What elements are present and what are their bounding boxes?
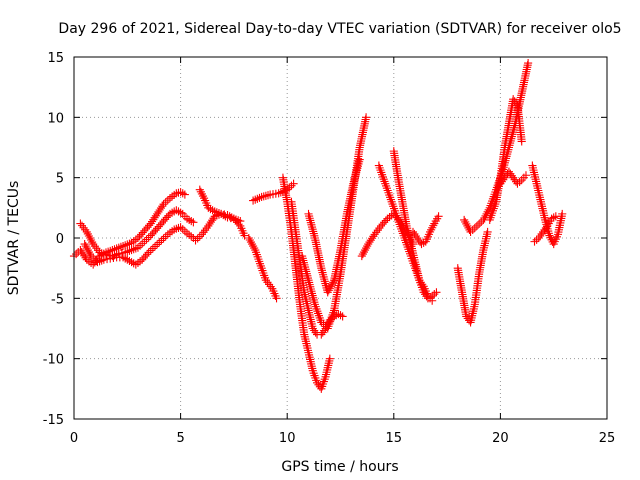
data-point	[289, 179, 298, 188]
data-point	[102, 255, 112, 264]
x-tick-label: 5	[176, 431, 184, 446]
data-point	[362, 113, 371, 122]
data-point	[109, 253, 118, 262]
x-tick-label: 0	[70, 431, 78, 446]
y-tick-label: -15	[43, 413, 64, 428]
data-point	[428, 296, 437, 305]
series-track-b	[76, 206, 198, 261]
data-point	[483, 227, 492, 237]
data-point	[180, 190, 189, 199]
data-point	[521, 171, 531, 180]
plot-frame	[73, 56, 608, 420]
data-point	[517, 137, 526, 146]
data-point	[189, 218, 198, 227]
data-point	[338, 312, 347, 321]
data-point	[99, 255, 108, 264]
series-track-c	[80, 223, 198, 269]
y-tick-label: 15	[47, 51, 64, 66]
y-tick-label: -10	[43, 353, 64, 368]
data-point	[272, 294, 281, 303]
x-axis-title: GPS time / hours	[281, 459, 398, 475]
x-tick-label: 20	[492, 431, 509, 446]
data-point	[117, 249, 127, 258]
data-point	[106, 254, 115, 263]
y-tick-label: -5	[51, 292, 64, 307]
y-axis-title: SDTVAR / TECUs	[6, 181, 22, 296]
series-track-u	[530, 212, 560, 246]
data-point	[226, 214, 235, 223]
data-marks	[69, 58, 567, 393]
series-track-e	[195, 185, 245, 226]
series-track-g	[244, 233, 281, 303]
data-point	[432, 288, 441, 297]
series-track-r	[485, 95, 526, 224]
y-tick-label: 5	[56, 172, 64, 187]
series-track-h	[278, 173, 334, 393]
series-track-o	[408, 212, 443, 249]
data-point	[236, 217, 245, 226]
chart-title: Day 296 of 2021, Sidereal Day-to-day VTE…	[58, 21, 621, 37]
data-point	[101, 250, 111, 259]
series-track-s	[496, 167, 531, 188]
series-track-n	[389, 147, 437, 305]
series-track-p	[453, 227, 492, 327]
x-tick-label: 10	[279, 431, 296, 446]
data-point	[434, 212, 443, 221]
data-point	[223, 213, 232, 222]
x-tick-label: 15	[386, 431, 403, 446]
x-tick-label: 25	[599, 431, 616, 446]
series-track-i	[287, 197, 347, 339]
y-tick-label: 10	[47, 111, 64, 126]
series-track-k	[304, 155, 364, 297]
data-point	[551, 212, 560, 221]
data-point	[524, 58, 533, 68]
data-point	[325, 354, 334, 363]
data-point	[558, 209, 567, 218]
data-point	[240, 231, 249, 240]
y-tick-label: 0	[56, 232, 64, 247]
data-point	[355, 155, 364, 164]
